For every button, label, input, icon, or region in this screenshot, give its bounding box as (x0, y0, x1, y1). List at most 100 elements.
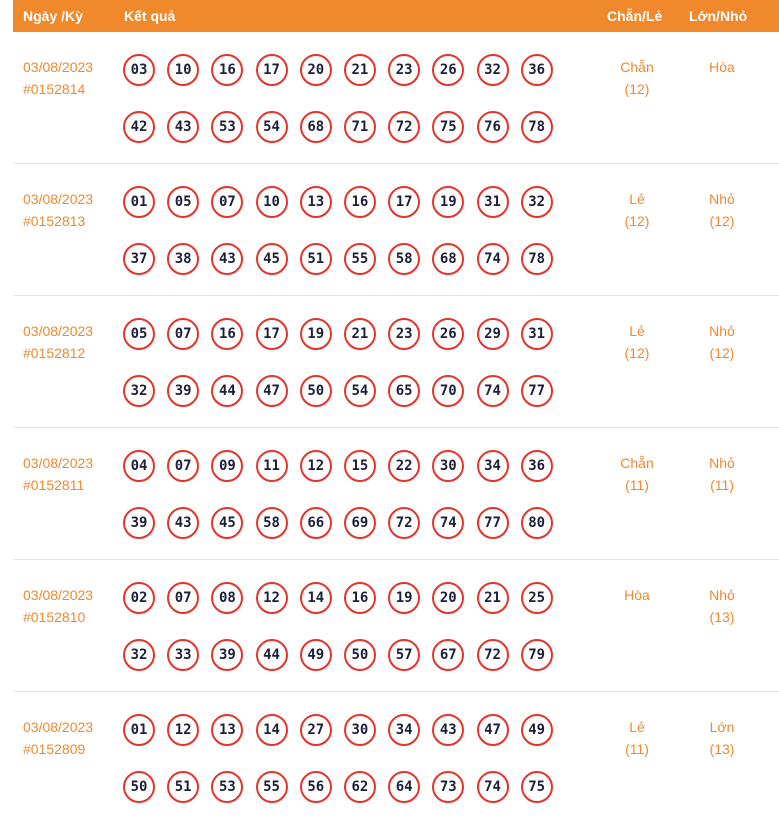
number-ball: 19 (432, 186, 465, 218)
number-ball: 69 (343, 507, 376, 539)
number-ball: 54 (255, 111, 288, 143)
number-ball: 04 (123, 450, 155, 482)
number-ball: 43 (167, 507, 200, 539)
number-ball: 17 (388, 186, 421, 218)
number-ball: 27 (299, 714, 332, 746)
big-small-label: Nhỏ (709, 455, 735, 471)
number-ball: 36 (520, 450, 553, 482)
even-odd-label: Lẻ (629, 719, 645, 735)
draw-period-id: #0152810 (23, 609, 86, 625)
draw-date-period: 03/08/2023 #0152809 (23, 716, 93, 760)
even-odd-result: Hòa (607, 584, 667, 606)
number-ball: 32 (520, 186, 553, 218)
number-ball: 51 (167, 771, 200, 803)
number-ball: 07 (167, 582, 200, 614)
number-ball: 50 (123, 771, 155, 803)
number-ball: 67 (432, 639, 465, 671)
number-ball: 07 (167, 450, 200, 482)
number-ball: 51 (299, 243, 332, 275)
number-ball: 21 (343, 54, 376, 86)
draw-date-period: 03/08/2023 #0152812 (23, 320, 93, 364)
number-ball: 39 (167, 375, 200, 407)
draw-date-period: 03/08/2023 #0152811 (23, 452, 93, 496)
result-numbers: 02 07 08 12 14 16 19 20 21 25 32 33 39 44 49 50 57 67 72 79 (123, 582, 573, 696)
header-date-period: Ngày /Kỳ (23, 8, 83, 24)
even-odd-count: (12) (624, 213, 650, 229)
number-ball: 09 (211, 450, 244, 482)
number-ball: 01 (123, 186, 155, 218)
number-ball: 11 (255, 450, 288, 482)
table-row: 03/08/2023 #0152811 04 07 09 11 12 15 22 30 34 36 39… (13, 428, 779, 560)
draw-date-period: 03/08/2023 #0152813 (23, 188, 93, 232)
number-ball: 54 (343, 375, 376, 407)
big-small-result: Nhỏ (11) (692, 452, 752, 496)
header-big-small: Lớn/Nhỏ (689, 8, 748, 24)
number-ball: 58 (388, 243, 421, 275)
even-odd-count: (12) (624, 81, 650, 97)
number-ball: 22 (388, 450, 421, 482)
number-ball: 14 (299, 582, 332, 614)
number-ball: 49 (299, 639, 332, 671)
even-odd-count: (11) (625, 477, 649, 493)
big-small-label: Nhỏ (709, 191, 735, 207)
number-ball: 19 (299, 318, 332, 350)
number-ball: 21 (476, 582, 509, 614)
results-table: Ngày /Kỳ Kết quả Chẵn/Lẻ Lớn/Nhỏ 03/08/2… (13, 0, 779, 823)
number-ball: 12 (299, 450, 332, 482)
number-line: 02 07 08 12 14 16 19 20 21 25 (123, 582, 573, 618)
number-ball: 74 (432, 507, 465, 539)
number-ball: 16 (343, 186, 376, 218)
number-ball: 72 (476, 639, 509, 671)
number-ball: 45 (255, 243, 288, 275)
number-ball: 53 (211, 771, 244, 803)
number-ball: 21 (343, 318, 376, 350)
draw-date: 03/08/2023 (23, 587, 94, 603)
draw-period-id: #0152812 (23, 345, 86, 361)
number-ball: 05 (123, 318, 155, 350)
table-row: 03/08/2023 #0152810 02 07 08 12 14 16 19 20 21 25 32… (13, 560, 779, 692)
even-odd-count: (12) (624, 345, 650, 361)
number-ball: 75 (520, 771, 553, 803)
number-ball: 23 (388, 54, 421, 86)
number-line: 37 38 43 45 51 55 58 68 74 78 (123, 243, 573, 279)
draw-date-period: 03/08/2023 #0152810 (23, 584, 93, 628)
number-line: 01 05 07 10 13 16 17 19 31 32 (123, 186, 573, 222)
number-ball: 73 (432, 771, 465, 803)
number-ball: 38 (167, 243, 200, 275)
number-ball: 75 (432, 111, 465, 143)
number-ball: 68 (432, 243, 465, 275)
number-ball: 47 (255, 375, 288, 407)
number-ball: 10 (255, 186, 288, 218)
number-ball: 72 (388, 111, 421, 143)
number-ball: 03 (123, 54, 155, 86)
number-line: 04 07 09 11 12 15 22 30 34 36 (123, 450, 573, 486)
even-odd-label: Chẵn (620, 59, 654, 75)
table-row: 03/08/2023 #0152812 05 07 16 17 19 21 23 26 29 31 32… (13, 296, 779, 428)
even-odd-result: Chẵn (11) (607, 452, 667, 496)
even-odd-label: Lẻ (629, 191, 645, 207)
draw-period-id: #0152813 (23, 213, 86, 229)
number-ball: 74 (476, 771, 509, 803)
big-small-count: (13) (709, 741, 735, 757)
number-ball: 57 (388, 639, 421, 671)
table-row: 03/08/2023 #0152814 03 10 16 17 20 21 23 26 32 36 42… (13, 32, 779, 164)
number-ball: 50 (299, 375, 332, 407)
number-ball: 76 (476, 111, 509, 143)
number-ball: 49 (520, 714, 553, 746)
number-line: 39 43 45 58 66 69 72 74 77 80 (123, 507, 573, 543)
big-small-result: Nhỏ (12) (692, 188, 752, 232)
number-ball: 17 (255, 54, 288, 86)
number-ball: 25 (520, 582, 553, 614)
number-ball: 65 (388, 375, 421, 407)
draw-date: 03/08/2023 (23, 59, 94, 75)
number-ball: 31 (520, 318, 553, 350)
number-ball: 42 (123, 111, 155, 143)
number-ball: 29 (476, 318, 509, 350)
number-ball: 34 (388, 714, 421, 746)
number-ball: 32 (123, 375, 155, 407)
number-ball: 44 (211, 375, 244, 407)
even-odd-result: Lẻ (12) (607, 320, 667, 364)
number-ball: 80 (520, 507, 553, 539)
number-ball: 20 (432, 582, 465, 614)
draw-date: 03/08/2023 (23, 323, 94, 339)
